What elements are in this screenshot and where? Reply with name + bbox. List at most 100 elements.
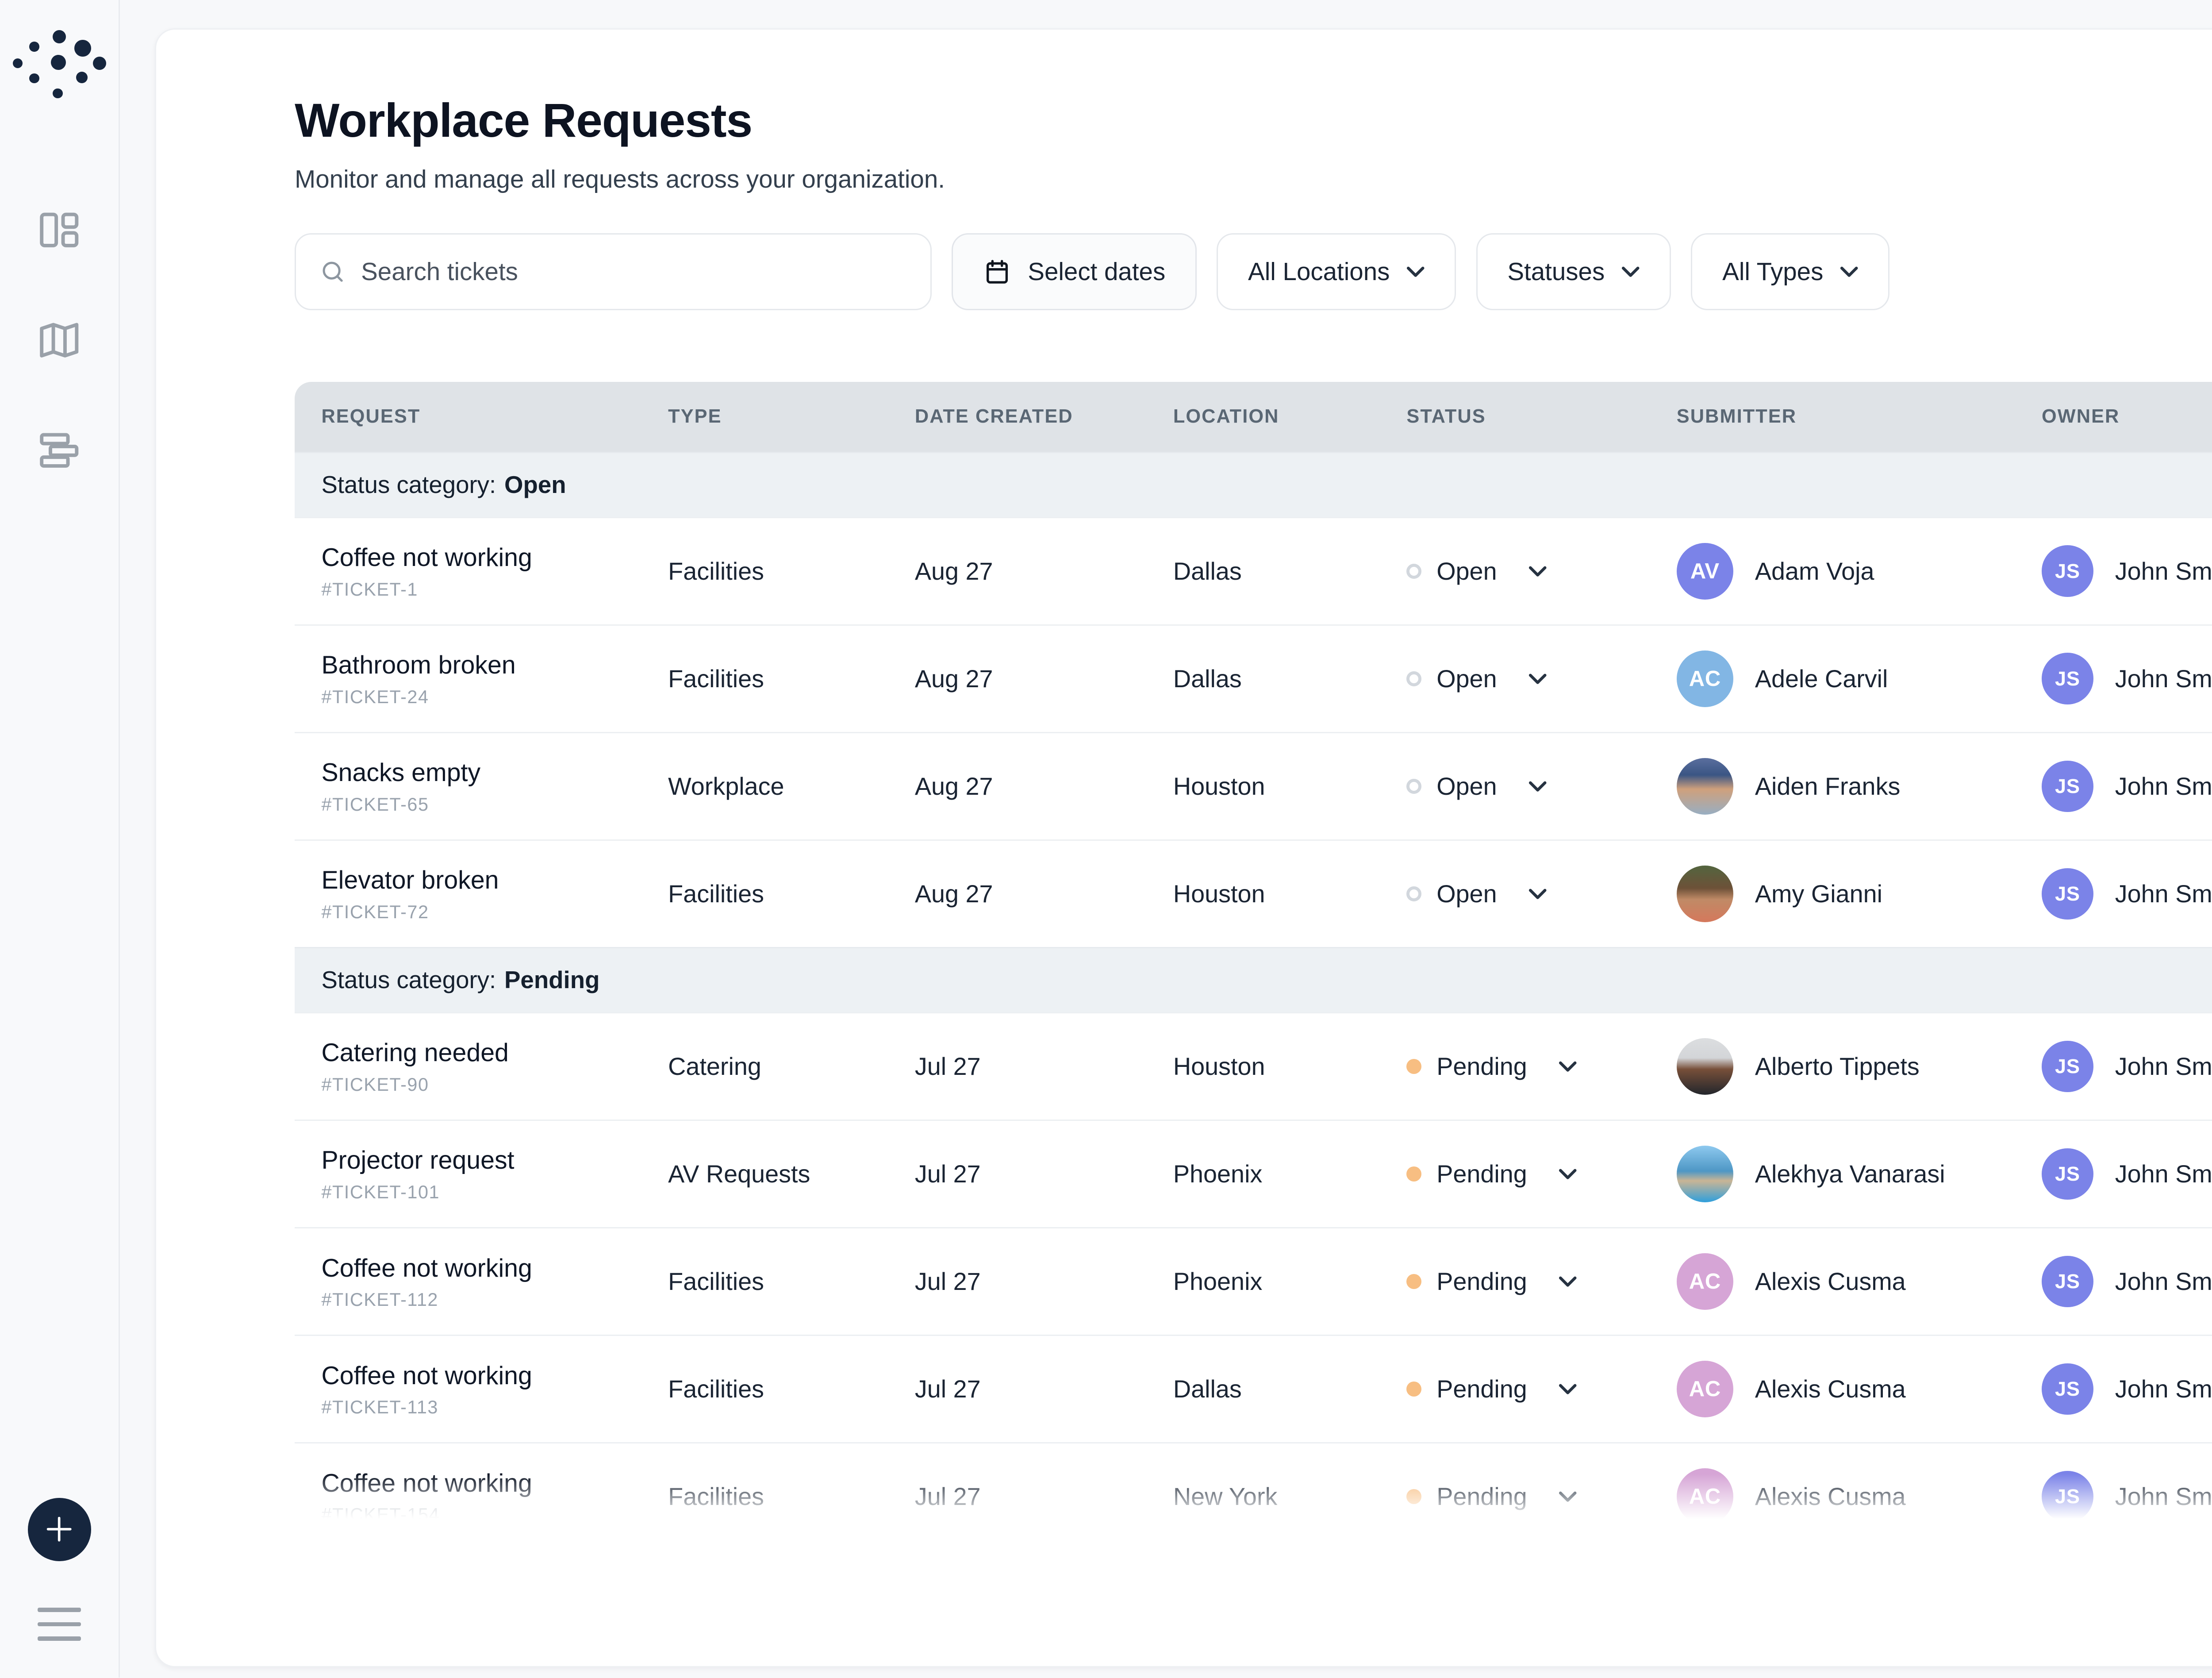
type-cell: Facilities [668,1483,764,1511]
tickets-table: Request Type Date created Location Status Sub… [295,381,2212,1524]
owner-name: John Smith [2115,1483,2212,1511]
status-label: Pending [1436,1483,1527,1511]
table-row[interactable]: Elevator broken #TICKET-72 Facilities Au… [295,839,2212,947]
request-title: Bathroom broken [321,651,516,680]
menu-icon[interactable] [31,1601,88,1647]
status-dot-icon [1406,1166,1422,1182]
request-cell: Coffee not working #TICKET-112 [295,1253,641,1311]
submitter-cell: AC Alexis Cusma [1650,1468,2015,1524]
table-row[interactable]: Coffee not working #TICKET-154 Facilitie… [295,1442,2212,1524]
date-created-cell: Jul 27 [914,1160,981,1188]
owner-dropdown[interactable]: JS John Smith [2041,653,2212,705]
table-row[interactable]: Bathroom broken #TICKET-24 Facilities Au… [295,624,2212,732]
table-body: Status category: Open Coffee not working… [295,451,2212,1524]
submitter-name: Alexis Cusma [1755,1483,1906,1511]
request-cell: Coffee not working #TICKET-113 [295,1360,641,1418]
owner-dropdown[interactable]: JS John Smith [2041,1040,2212,1093]
status-cell: Pending [1380,1052,1650,1081]
chevron-down-icon [1559,1061,1577,1072]
date-created-cell: Aug 27 [914,665,993,693]
status-dropdown[interactable]: Open [1406,665,1547,693]
select-dates-button[interactable]: Select dates [951,233,1197,310]
request-title: Coffee not working [321,543,532,572]
submitter-avatar: AV [1676,543,1733,600]
submitter-name: Alexis Cusma [1755,1267,1906,1295]
owner-dropdown[interactable]: JS John Smith [2041,1470,2212,1523]
map-icon[interactable] [36,317,83,364]
dashboard-icon[interactable] [36,207,83,254]
submitter-avatar: AC [1676,1360,1733,1418]
status-dropdown[interactable]: Pending [1406,1160,1577,1188]
chevron-down-icon [1559,1384,1577,1394]
locations-dropdown[interactable]: All Locations [1217,233,1456,310]
column-header: Location [1173,406,1279,427]
owner-dropdown[interactable]: JS John Smith [2041,1148,2212,1200]
chevron-down-icon [1559,1491,1577,1502]
status-dropdown[interactable]: Pending [1406,1267,1577,1296]
submitter-avatar: AC [1676,1468,1733,1524]
owner-avatar: JS [2041,653,2093,705]
status-dot-icon [1406,1058,1422,1074]
owner-cell: JS John Smith [2015,760,2212,812]
submitter-cell: Alekhya Vanarasi [1650,1145,2015,1202]
table-row[interactable]: Snacks empty #TICKET-65 Workplace Aug 27… [295,731,2212,839]
types-dropdown-label: All Types [1722,258,1824,286]
app-logo-icon [12,30,106,104]
table-row[interactable]: Catering needed #TICKET-90 Catering Jul … [295,1012,2212,1120]
type-cell: Facilities [668,1267,764,1295]
status-cell: Open [1380,665,1650,693]
status-dropdown[interactable]: Pending [1406,1052,1577,1081]
owner-avatar: JS [2041,868,2093,920]
status-label: Open [1436,665,1497,693]
column-header: Owner [2041,406,2120,427]
request-cell: Coffee not working #TICKET-1 [295,542,641,600]
table-row[interactable]: Coffee not working #TICKET-113 Facilitie… [295,1334,2212,1443]
submitter-name: Adele Carvil [1755,665,1888,693]
submitter-cell: AC Adele Carvil [1650,650,2015,707]
search-input[interactable] [361,257,907,286]
select-dates-label: Select dates [1028,258,1166,286]
ticket-id: #TICKET-90 [321,1074,429,1095]
table-row[interactable]: Coffee not working #TICKET-1 Facilities … [295,516,2212,624]
owner-name: John Smith [2115,1160,2212,1188]
status-label: Pending [1436,1052,1527,1080]
submitter-cell: AC Alexis Cusma [1650,1253,2015,1310]
chevron-down-icon [1529,674,1547,684]
owner-avatar: JS [2041,545,2093,597]
owner-cell: JS John Smith [2015,1148,2212,1200]
location-cell: Dallas [1173,557,1242,585]
status-dropdown[interactable]: Open [1406,880,1547,908]
owner-avatar: JS [2041,1040,2093,1093]
request-title: Catering needed [321,1039,509,1067]
type-cell: Workplace [668,772,784,800]
location-cell: Dallas [1173,665,1242,693]
status-dropdown[interactable]: Open [1406,557,1547,585]
chevron-down-icon [1529,889,1547,899]
type-cell: Catering [668,1052,761,1080]
ticket-id: #TICKET-1 [321,579,418,600]
owner-name: John Smith [2115,1267,2212,1295]
status-dropdown[interactable]: Pending [1406,1482,1577,1511]
location-cell: New York [1173,1483,1278,1511]
search-box[interactable] [295,233,932,310]
owner-dropdown[interactable]: JS John Smith [2041,1363,2212,1415]
submitter-avatar: AC [1676,1253,1733,1310]
statuses-dropdown[interactable]: Statuses [1476,233,1671,310]
owner-avatar: JS [2041,1363,2093,1415]
owner-dropdown[interactable]: JS John Smith [2041,545,2212,597]
requests-rows-icon[interactable] [36,427,83,474]
table-row[interactable]: Projector request #TICKET-101 AV Request… [295,1119,2212,1227]
owner-dropdown[interactable]: JS John Smith [2041,868,2212,920]
request-cell: Elevator broken #TICKET-72 [295,865,641,923]
owner-dropdown[interactable]: JS John Smith [2041,1255,2212,1308]
table-row[interactable]: Coffee not working #TICKET-112 Facilitie… [295,1227,2212,1335]
request-cell: Coffee not working #TICKET-154 [295,1468,641,1524]
plus-button[interactable] [27,1497,91,1561]
status-dropdown[interactable]: Open [1406,772,1547,801]
status-dropdown[interactable]: Pending [1406,1375,1577,1403]
location-cell: Dallas [1173,1375,1242,1403]
owner-dropdown[interactable]: JS John Smith [2041,760,2212,812]
types-dropdown[interactable]: All Types [1691,233,1890,310]
status-category-row: Status category: Pending [295,947,2212,1012]
sidebar-nav [36,207,83,473]
